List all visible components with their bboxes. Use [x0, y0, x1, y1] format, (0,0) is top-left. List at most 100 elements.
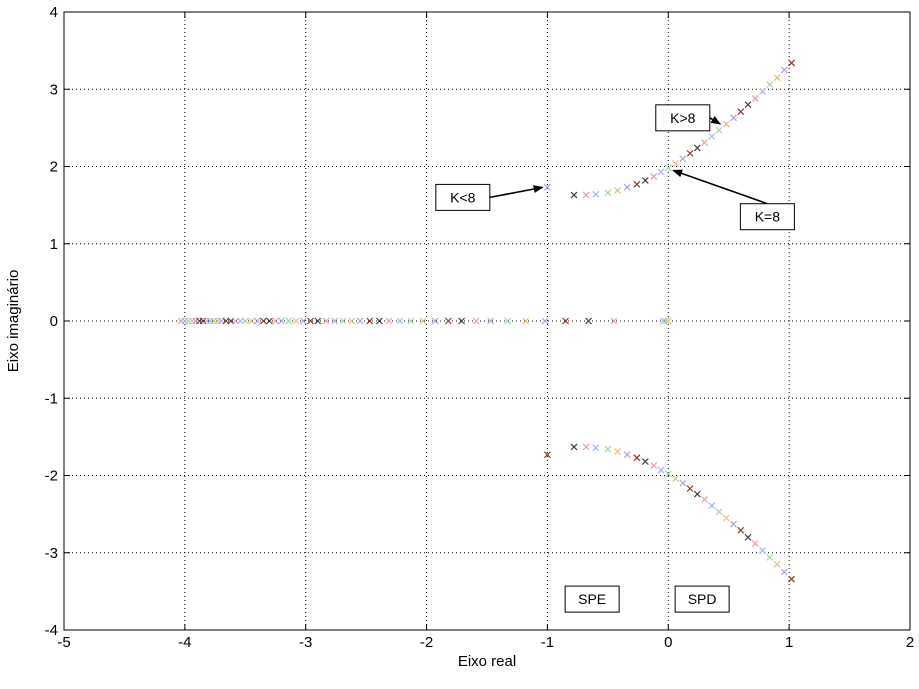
data-point: [759, 88, 766, 95]
x-tick-label: -5: [57, 634, 70, 651]
data-point: [650, 173, 658, 180]
data-point: [285, 317, 293, 325]
data-point: [322, 317, 330, 325]
data-point: [610, 317, 618, 325]
data-point: [487, 317, 495, 325]
data-point: [522, 317, 530, 325]
data-point: [431, 317, 439, 325]
data-point: [366, 317, 374, 325]
annotation-label: K<8: [450, 189, 476, 205]
data-point: [582, 191, 590, 199]
data-point: [679, 479, 687, 487]
data-point: [247, 317, 255, 325]
x-tick-label: -1: [541, 634, 554, 651]
data-point: [570, 191, 578, 199]
data-point: [708, 502, 716, 510]
data-point: [633, 180, 641, 188]
data-point: [458, 317, 466, 325]
y-tick-label: -4: [45, 622, 58, 639]
annotation-box: [739, 203, 795, 231]
data-point: [356, 317, 364, 325]
data-point: [541, 317, 549, 325]
annotation-k8: K=8: [672, 169, 795, 231]
annotation-label: SPD: [688, 591, 717, 607]
data-point: [759, 547, 766, 554]
grid: [64, 12, 910, 630]
data-point: [662, 317, 670, 325]
data-point: [407, 317, 415, 325]
y-tick-label: 3: [50, 81, 58, 98]
data-point: [592, 444, 600, 452]
annotation-box: [655, 104, 711, 132]
data-point: [730, 520, 737, 528]
data-point: [715, 126, 723, 134]
data-point: [693, 490, 701, 498]
data-point: [604, 445, 612, 453]
data-point: [722, 514, 730, 522]
data-point: [623, 183, 631, 191]
x-tick-label: -3: [299, 634, 312, 651]
data-point: [348, 317, 356, 325]
annotation-box: [674, 585, 730, 613]
data-point: [730, 114, 737, 122]
data-point: [722, 120, 730, 128]
data-point: [708, 132, 716, 140]
data-point: [686, 149, 694, 157]
data-point: [544, 451, 551, 459]
y-tick-label: 0: [50, 313, 58, 330]
data-point: [701, 496, 708, 503]
data-point: [657, 168, 665, 176]
data-point: [664, 470, 672, 478]
data-point: [331, 317, 339, 325]
data-point: [241, 317, 249, 325]
x-tick-label: 1: [785, 634, 793, 651]
y-axis-label: Eixo imaginário: [5, 270, 22, 373]
data-point: [751, 95, 759, 102]
annotation-arrow: [672, 169, 768, 205]
annotation-k8: K>8: [655, 104, 722, 132]
x-tick-label: -4: [178, 634, 191, 651]
data-point: [766, 81, 774, 89]
data-point: [253, 317, 261, 325]
data-point: [715, 508, 723, 516]
data-point: [272, 317, 279, 325]
data-point: [701, 139, 708, 146]
plot-frame: [63, 11, 911, 631]
data-point: [766, 553, 774, 561]
data-point: [650, 462, 658, 469]
data-point: [385, 317, 393, 325]
data-point: [604, 189, 612, 197]
y-tick-label: -2: [45, 468, 58, 485]
data-point: [672, 159, 679, 167]
x-tick-label: 0: [664, 634, 672, 651]
annotations: K>8 K<8 K=8 SPE SPD: [435, 104, 795, 613]
x-tick-label: -2: [420, 634, 433, 651]
data-point: [744, 533, 752, 541]
annotation-label: K>8: [670, 110, 696, 126]
annotation-label: SPE: [578, 591, 606, 607]
data-point: [582, 443, 590, 451]
data-point: [614, 187, 621, 194]
data-point: [737, 108, 745, 116]
data-point: [585, 317, 592, 325]
annotation-arrow: [709, 115, 722, 125]
data-point: [623, 451, 631, 459]
data-point: [278, 317, 285, 325]
data-point: [544, 183, 551, 191]
data-point: [259, 317, 267, 325]
data-point: [314, 317, 322, 325]
x-axis-label: Eixo real: [458, 653, 516, 670]
data-point: [419, 317, 427, 325]
y-tick-label: 1: [50, 236, 58, 253]
data-point: [562, 317, 569, 325]
y-tick-label: -3: [45, 545, 58, 562]
data-point: [444, 317, 452, 325]
data-point: [339, 317, 347, 325]
data-point: [664, 164, 672, 172]
data-point: [641, 458, 649, 466]
data-point: [780, 568, 788, 576]
data-point: [396, 317, 404, 325]
data-point: [614, 448, 621, 455]
